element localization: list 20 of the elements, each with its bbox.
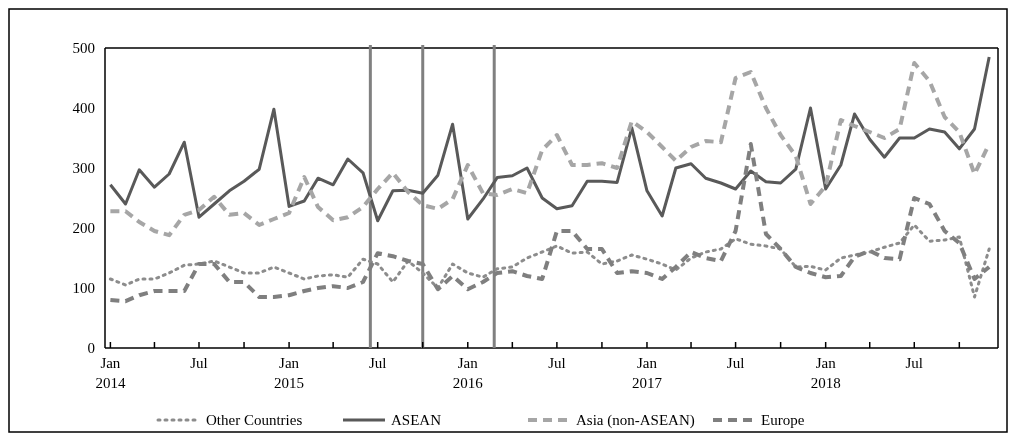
- x-tick-label: Jul: [368, 355, 387, 371]
- x-tick-label: Jul: [548, 355, 566, 371]
- x-tick-label: Jan 2018: [810, 355, 841, 391]
- x-tick-label: Jul: [190, 355, 208, 371]
- x-tick-label: Jul: [905, 355, 924, 371]
- y-tick-label: 500: [72, 40, 95, 57]
- y-tick-label: 0: [87, 340, 95, 357]
- x-tick-label: Jan 2014: [95, 355, 126, 391]
- legend-label: Asia (non-ASEAN): [576, 412, 695, 430]
- x-tick-label: Jan 2017: [631, 355, 663, 391]
- legend-label: Other Countries: [206, 412, 303, 429]
- y-tick-label: 300: [72, 160, 95, 177]
- legend-label: ASEAN: [391, 412, 442, 429]
- x-tick-label: Jan 2015: [274, 355, 305, 391]
- x-tick-label: Jan 2016: [452, 355, 484, 391]
- x-tick-label: Jul: [726, 355, 745, 371]
- legend-label: Europe: [761, 412, 805, 429]
- y-tick-label: 100: [72, 280, 95, 297]
- y-tick-label: 400: [72, 100, 95, 117]
- y-tick-label: 200: [72, 220, 95, 237]
